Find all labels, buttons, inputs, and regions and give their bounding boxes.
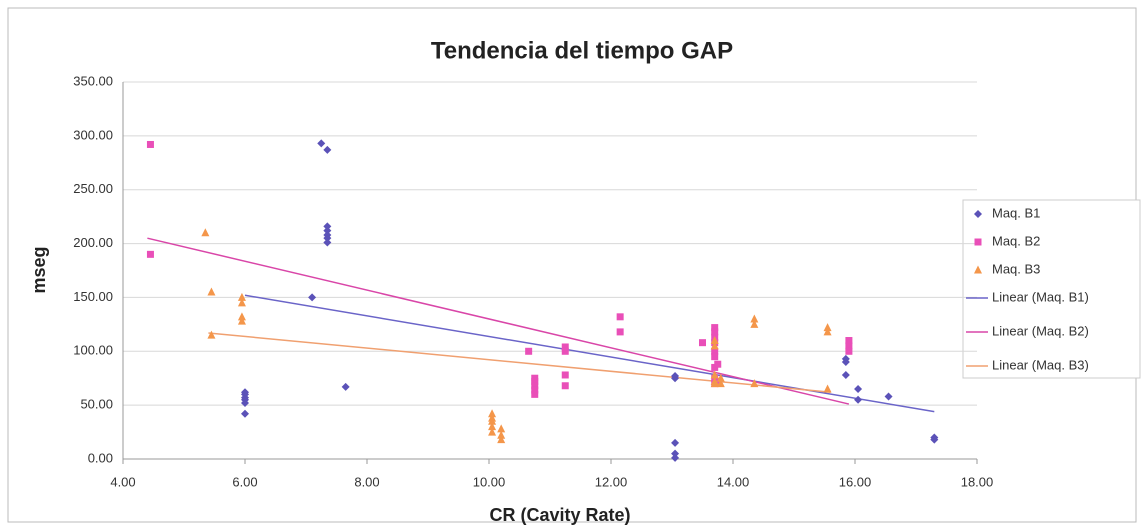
point	[201, 228, 210, 237]
x-axis-label: CR (Cavity Rate)	[489, 505, 630, 525]
x-tick-label: 16.00	[839, 474, 872, 489]
legend-label: Maq. B2	[992, 233, 1040, 248]
trendline	[147, 237, 850, 405]
point	[616, 313, 624, 321]
point	[823, 323, 832, 332]
x-tick-label: 10.00	[473, 474, 506, 489]
x-tick-label: 14.00	[717, 474, 750, 489]
point	[323, 226, 332, 235]
point	[525, 347, 533, 355]
point	[497, 424, 506, 433]
point	[241, 388, 249, 397]
y-tick-label: 300.00	[73, 127, 113, 142]
point	[710, 336, 719, 345]
point	[323, 145, 332, 154]
point	[308, 293, 317, 302]
point	[711, 353, 719, 361]
point	[323, 238, 332, 247]
point	[341, 382, 350, 391]
x-tick-label: 4.00	[110, 474, 135, 489]
point	[497, 430, 506, 439]
point	[710, 379, 719, 388]
point	[699, 339, 706, 347]
point	[711, 328, 719, 336]
point	[146, 250, 154, 258]
point	[323, 222, 332, 231]
point	[716, 379, 725, 388]
x-tick-label: 18.00	[961, 474, 994, 489]
point	[750, 319, 759, 328]
x-tick-label: 8.00	[354, 474, 379, 489]
point	[616, 328, 624, 336]
legend-box	[962, 199, 1141, 379]
point	[711, 347, 719, 355]
chart-title: Tendencia del tiempo GAP	[431, 37, 733, 64]
point	[750, 314, 759, 323]
point	[845, 342, 853, 350]
point	[716, 373, 725, 382]
point	[237, 312, 246, 321]
point	[237, 292, 246, 301]
point	[671, 374, 680, 383]
point	[146, 140, 154, 148]
y-tick-label: 50.00	[80, 397, 113, 412]
legend-label: Maq. B1	[992, 205, 1040, 220]
point	[823, 327, 832, 336]
x-tick-label: 6.00	[232, 474, 257, 489]
point	[488, 409, 497, 418]
y-tick-label: 0.00	[88, 450, 113, 465]
point	[823, 384, 832, 393]
y-tick-label: 250.00	[73, 181, 113, 196]
point	[671, 438, 680, 447]
y-tick-label: 100.00	[73, 343, 113, 358]
point	[241, 409, 249, 418]
point	[710, 341, 719, 350]
point	[884, 392, 893, 401]
legend-label: Maq. B3	[992, 261, 1040, 276]
point	[497, 435, 506, 444]
y-tick-label: 150.00	[73, 289, 113, 304]
point	[488, 422, 497, 431]
point	[323, 234, 332, 243]
point	[845, 337, 853, 345]
point	[207, 287, 216, 296]
y-tick-label: 200.00	[73, 235, 113, 250]
point	[561, 382, 569, 390]
point	[671, 449, 680, 458]
x-tick-label: 12.00	[595, 474, 628, 489]
point	[841, 358, 850, 367]
trendline	[244, 294, 935, 413]
legend-marker	[974, 210, 982, 218]
y-axis-label: mseg	[29, 246, 49, 293]
point	[531, 390, 539, 398]
trendline	[208, 332, 831, 393]
legend-label: Linear (Maq. B2)	[992, 323, 1089, 338]
point	[750, 379, 759, 388]
legend-label: Linear (Maq. B1)	[992, 289, 1089, 304]
point	[841, 370, 850, 379]
point	[237, 316, 246, 325]
y-tick-label: 350.00	[73, 73, 113, 88]
chart-border	[7, 7, 1137, 523]
point	[854, 384, 863, 393]
legend-marker	[974, 238, 982, 246]
point	[317, 139, 326, 148]
point	[671, 453, 680, 462]
point	[207, 330, 216, 339]
point	[561, 347, 569, 355]
point	[714, 360, 722, 368]
point	[488, 427, 497, 436]
point	[710, 370, 719, 379]
point	[561, 371, 569, 379]
legend-marker	[974, 265, 982, 274]
point	[845, 347, 853, 355]
point	[237, 298, 246, 307]
legend-label: Linear (Maq. B3)	[992, 357, 1089, 372]
point	[488, 416, 497, 425]
point	[854, 395, 863, 404]
point	[930, 435, 939, 444]
